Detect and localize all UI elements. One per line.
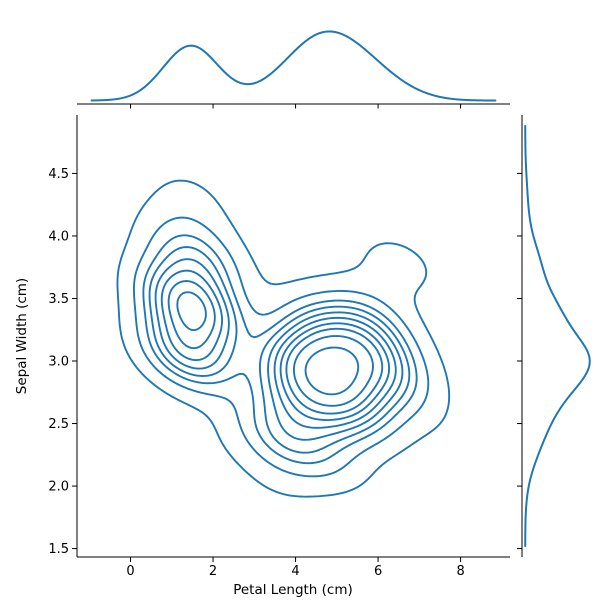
x-axis-label: Petal Length (cm) bbox=[233, 582, 353, 598]
right-marginal-axes bbox=[517, 115, 591, 557]
y-tick-label: 2.0 bbox=[48, 480, 69, 495]
y-tick-label: 3.0 bbox=[48, 355, 69, 370]
joint-axes: 0 2 4 6 8 1.5 2.0 2.5 3.0 3.5 4.0 4.5 Petal Length … bbox=[14, 115, 510, 598]
x-tick-label: 6 bbox=[374, 564, 382, 579]
top-marginal-ticks bbox=[130, 104, 462, 109]
x-tick-label: 2 bbox=[209, 564, 217, 579]
kde-contour-lines bbox=[116, 179, 451, 498]
y-tick-label: 1.5 bbox=[48, 542, 69, 557]
y-tick-label: 2.5 bbox=[48, 417, 69, 432]
y-tick-label: 3.5 bbox=[48, 292, 69, 307]
y-tick-label: 4.5 bbox=[48, 167, 69, 182]
x-tick-label: 4 bbox=[291, 564, 299, 579]
right-marginal-kde-curve bbox=[524, 124, 591, 548]
joint-ticks bbox=[72, 172, 462, 562]
x-tick-label: 8 bbox=[456, 564, 464, 579]
y-tick-label: 4.0 bbox=[48, 229, 69, 244]
top-marginal-axes bbox=[77, 30, 510, 109]
top-marginal-kde-curve bbox=[90, 30, 497, 102]
x-tick-label: 0 bbox=[126, 564, 134, 579]
right-marginal-ticks bbox=[517, 172, 522, 550]
y-axis-label: Sepal Width (cm) bbox=[14, 278, 30, 394]
joint-tick-labels: 0 2 4 6 8 1.5 2.0 2.5 3.0 3.5 4.0 4.5 bbox=[48, 167, 464, 579]
